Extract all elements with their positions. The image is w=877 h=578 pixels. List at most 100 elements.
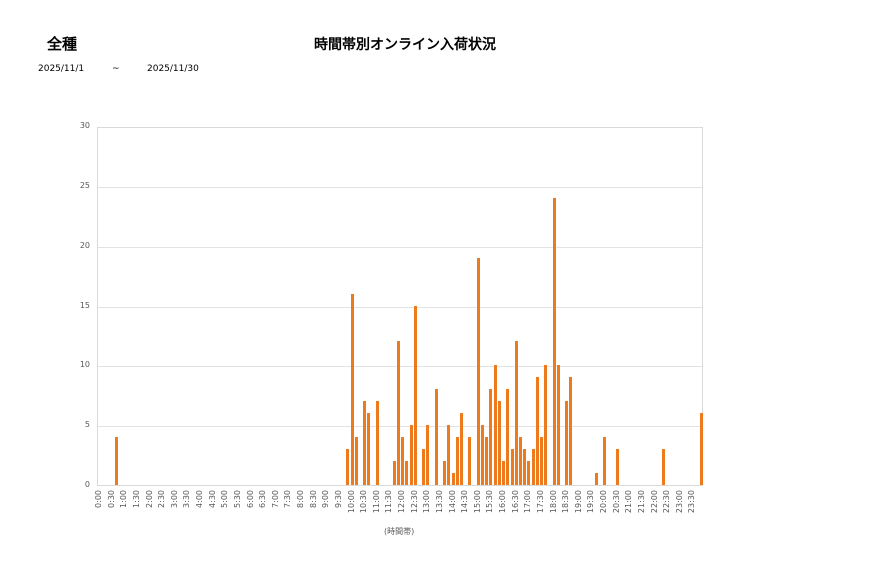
bar [405,461,409,485]
gridline [98,366,702,368]
y-tick-label: 15 [79,300,90,310]
x-tick-label: 11:30 [384,490,394,514]
bar [544,365,548,485]
x-tick-label: 5:30 [232,490,242,508]
x-tick-label: 20:00 [599,490,609,514]
x-tick-label: 22:00 [649,490,659,514]
x-tick-label: 16:00 [498,490,508,514]
bar [594,473,598,485]
bar [346,449,350,485]
bar [662,449,666,485]
x-tick-label: 21:30 [636,490,646,514]
bar [699,413,703,485]
x-tick-label: 4:00 [195,490,205,508]
x-tick-label: 15:30 [485,490,495,514]
y-tick-label: 20 [79,240,90,250]
x-tick-label: 3:30 [182,490,192,508]
x-tick-label: 14:00 [447,490,457,514]
y-tick-label: 0 [84,480,90,489]
x-tick-label: 6:00 [245,490,255,508]
gridline [98,246,702,248]
gridline [98,306,702,308]
y-tick-label: 25 [79,180,90,190]
bar [413,305,417,485]
bar [350,293,354,485]
x-tick-label: 8:30 [308,490,318,508]
bar [401,437,405,485]
bar [485,437,489,485]
x-tick-label: 18:30 [561,490,571,514]
bar [523,449,527,485]
x-tick-label: 23:00 [674,490,684,514]
plot-area [97,127,703,486]
bar [497,401,501,485]
x-tick-label: 2:00 [144,490,154,508]
x-axis-title: (時間帯) [384,527,415,536]
bar [375,401,379,485]
x-tick-label: 13:00 [422,490,432,514]
x-tick-label: 22:30 [662,490,672,514]
x-tick-label: 9:30 [333,490,343,508]
x-tick-label: 11:00 [371,490,381,514]
bar [514,341,518,485]
x-tick-label: 17:30 [535,490,545,514]
x-tick-label: 20:30 [611,490,621,514]
x-tick-label: 10:30 [359,490,369,514]
x-tick-label: 9:00 [321,490,331,508]
x-tick-label: 1:00 [119,490,129,508]
bar [455,437,459,485]
bar [468,437,472,485]
y-tick-label: 30 [79,121,90,130]
bar [552,197,556,485]
bar [460,413,464,485]
bar [114,437,118,485]
gridline [98,186,702,188]
x-tick-label: 15:00 [472,490,482,514]
bar [531,449,535,485]
x-tick-label: 10:00 [346,490,356,514]
y-tick-label: 5 [84,420,90,430]
x-tick-label: 19:30 [586,490,596,514]
bar [443,461,447,485]
gridline [98,426,702,428]
bar [539,437,543,485]
x-tick-label: 0:30 [106,490,116,508]
bar [527,461,531,485]
bar [392,461,396,485]
x-tick-label: 7:00 [270,490,280,508]
x-tick-label: 4:30 [207,490,217,508]
x-tick-label: 3:00 [169,490,179,508]
bar [518,437,522,485]
x-tick-label: 0:00 [94,490,104,508]
bar [569,377,573,485]
bar [506,389,510,485]
x-tick-label: 8:00 [296,490,306,508]
bar [502,461,506,485]
x-tick-label: 2:30 [157,490,167,508]
x-tick-label: 5:00 [220,490,230,508]
bar [615,449,619,485]
bar [354,437,358,485]
date-from: 2025/11/1 [38,64,85,74]
x-tick-label: 13:30 [434,490,444,514]
x-tick-label: 19:00 [573,490,583,514]
x-tick-label: 16:30 [510,490,520,514]
x-tick-label: 23:30 [687,490,697,514]
x-tick-label: 17:00 [523,490,533,514]
x-tick-label: 12:30 [409,490,419,514]
x-tick-label: 7:30 [283,490,293,508]
bar [556,365,560,485]
bar [434,389,438,485]
bar [422,449,426,485]
bar [447,425,451,485]
bar [426,425,430,485]
x-tick-label: 12:00 [397,490,407,514]
bar [476,257,480,485]
x-tick-label: 18:00 [548,490,558,514]
bar [409,425,413,485]
date-to: 2025/11/30 [147,64,199,74]
bar [451,473,455,485]
x-tick-label: 14:30 [460,490,470,514]
x-tick-label: 21:00 [624,490,634,514]
chart-title: 時間帯別オンライン入荷状況 [314,37,496,53]
